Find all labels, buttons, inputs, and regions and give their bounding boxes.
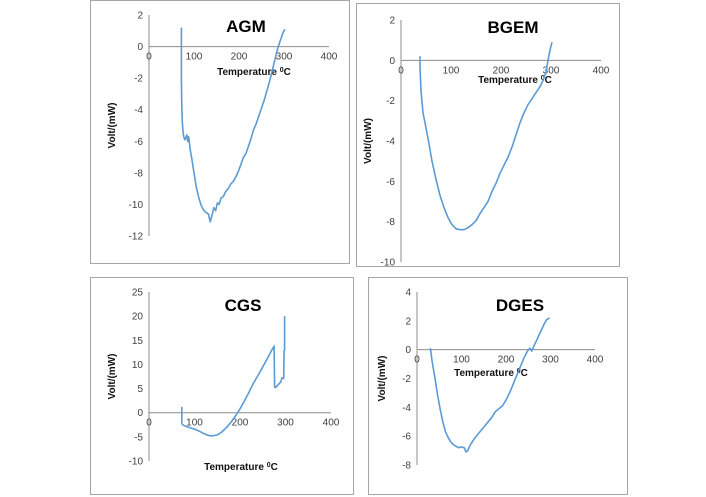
chart-bgem-xtick-label: 300 — [543, 65, 560, 76]
chart-dges-ytick-label: 4 — [405, 288, 411, 299]
chart-bgem-title: BGEM — [488, 18, 539, 37]
chart-agm-ytick-label: 2 — [137, 11, 143, 22]
chart-agm-ylabel: Volt/(mW) — [107, 103, 118, 149]
chart-cgs-xtick-label: 400 — [323, 418, 340, 429]
chart-bgem-xtick-label: 200 — [493, 65, 510, 76]
chart-dges-xtick-label: 200 — [498, 355, 515, 366]
chart-dges-title: DGES — [496, 296, 544, 315]
chart-bgem-xtick-label: 400 — [593, 65, 610, 76]
chart-bgem-svg: 2 0 -2 -4 -6 -8 -10 0 100 200 300 400 Volt/(mW) Tempe… — [363, 16, 610, 269]
chart-panel-agm: 2 0 -2 -4 -6 -8 -10 -12 0 100 200 300 400 Volt/(mW) Te… — [90, 0, 350, 264]
chart-cgs-ytick-label: 20 — [132, 312, 144, 323]
chart-dges-xtick-label: 100 — [453, 355, 470, 366]
chart-agm-xtick-label: 400 — [321, 52, 338, 63]
chart-agm-ytick-label: 0 — [137, 42, 143, 53]
chart-agm-ytick-label: -6 — [134, 137, 143, 148]
chart-agm-xtick-label: 0 — [146, 52, 152, 63]
chart-cgs-ytick-label: 10 — [132, 360, 144, 371]
chart-bgem-ytick-label: -8 — [386, 217, 395, 228]
chart-agm-ytick-label: -12 — [129, 232, 144, 243]
chart-dges-series-line — [429, 317, 550, 453]
chart-cgs-ytick-label: 15 — [132, 336, 144, 347]
chart-dges-xtick-label: 0 — [414, 355, 420, 366]
chart-cgs-ytick-label: 5 — [137, 384, 143, 395]
chart-dges-ylabel: Volt/(mW) — [377, 356, 388, 402]
chart-dges-ytick-label: 0 — [405, 345, 411, 356]
chart-cgs-ytick-label: 0 — [137, 408, 143, 419]
chart-agm-series-line — [180, 27, 286, 223]
chart-agm-svg: 20-2-4-6-8-10-120 100 200 300 400Volt/(mW)Te… — [107, 11, 338, 243]
chart-dges-xtick-label: 300 — [542, 355, 559, 366]
chart-cgs-ytick-label: -10 — [129, 457, 144, 468]
chart-cgs-xtick-label: 0 — [146, 418, 152, 429]
chart-cgs-ylabel: Volt/(mW) — [107, 354, 118, 400]
chart-dges-ytick-label: -8 — [402, 461, 411, 472]
chart-agm-ytick-label: -8 — [134, 168, 143, 179]
chart-agm-ytick-label: -10 — [129, 200, 144, 211]
chart-cgs-xtick-label: 300 — [277, 418, 294, 429]
chart-panel-bgem: 2 0 -2 -4 -6 -8 -10 0 100 200 300 400 Volt/(mW) Tempe… — [356, 3, 620, 269]
chart-agm-xtick-label: 200 — [231, 52, 248, 63]
chart-dges-ytick-label: 2 — [405, 316, 411, 327]
chart-agm-xlabel: Temperature 0C — [217, 67, 291, 79]
chart-bgem-ylabel: Volt/(mW) — [363, 118, 374, 164]
chart-cgs-ytick-label: -5 — [134, 432, 143, 443]
chart-dges-xtick-label: 400 — [587, 355, 604, 366]
chart-agm-ytick-label: -4 — [134, 105, 143, 116]
chart-cgs-series-line — [181, 316, 286, 437]
chart-bgem-ytick-label: -2 — [386, 96, 395, 107]
chart-agm-ytick-label: -2 — [134, 74, 143, 85]
chart-bgem-ytick-label: 0 — [389, 56, 395, 67]
chart-cgs-xlabel: Temperature 0C — [204, 462, 278, 474]
chart-agm-xtick-label: 100 — [186, 52, 203, 63]
chart-panel-dges: 4 2 0 -2 -4 -6 -8 0 100 200 300 400 Volt/(mW) Tempera… — [368, 277, 628, 495]
chart-bgem-xtick-label: 0 — [398, 65, 404, 76]
chart-dges-ytick-label: -2 — [402, 374, 411, 385]
chart-bgem-ytick-label: -6 — [386, 177, 395, 188]
chart-bgem-xtick-label: 100 — [443, 65, 460, 76]
chart-bgem-ytick-label: 2 — [389, 16, 395, 27]
chart-cgs-xtick-label: 100 — [186, 418, 203, 429]
chart-bgem-xlabel: Temperature 0C — [478, 75, 552, 87]
chart-bgem-ytick-label: -4 — [386, 137, 395, 148]
chart-agm-xtick-label: 300 — [276, 52, 293, 63]
chart-panel-cgs: 25 20 15 10 5 0 -5 -10 0 100 200 300 400 Volt/(mW) Tem… — [90, 277, 354, 495]
chart-agm-title: AGM — [226, 17, 266, 36]
chart-cgs-title: CGS — [225, 296, 262, 315]
chart-bgem-series-line — [419, 42, 553, 231]
chart-cgs-xtick-label: 200 — [232, 418, 249, 429]
chart-dges-ytick-label: -6 — [402, 432, 411, 443]
chart-bgem-ytick-label: -10 — [381, 258, 396, 269]
chart-dges-ytick-label: -4 — [402, 403, 411, 414]
chart-cgs-ytick-label: 25 — [132, 288, 144, 299]
